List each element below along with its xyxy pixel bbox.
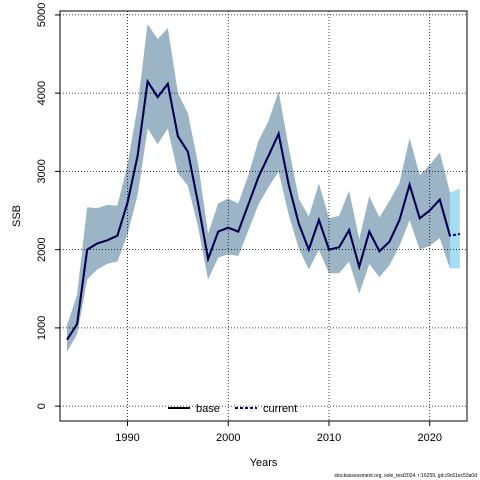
band-overlap: [67, 24, 450, 352]
series-line-current: [66, 78, 461, 341]
y-tick-label: 5000: [36, 3, 48, 27]
legend: base current: [168, 403, 297, 415]
plot-frame: [59, 10, 468, 422]
y-tick-label: 3000: [36, 159, 48, 183]
confidence-bands: [67, 24, 460, 352]
y-tick-label: 2000: [36, 237, 48, 261]
x-tick-label: 2000: [216, 432, 240, 444]
x-axis: 1990 2000 2010 2020: [115, 421, 442, 444]
grid-lines: [60, 11, 467, 421]
legend-base-label: base: [196, 403, 220, 415]
y-axis-title: SSB: [11, 205, 23, 227]
legend-current-label: current: [263, 403, 297, 415]
x-axis-title: Years: [250, 457, 278, 469]
y-tick-label: 4000: [36, 81, 48, 105]
y-tick-label: 0: [36, 403, 48, 409]
footnote: stockassessment.org, sole_test2024, r:16…: [334, 473, 477, 479]
y-axis: 0 1000 2000 3000 4000 5000: [36, 3, 60, 409]
x-tick-label: 1990: [115, 432, 139, 444]
y-tick-label: 1000: [36, 316, 48, 340]
series-lines: [66, 78, 461, 341]
x-tick-label: 2010: [317, 432, 341, 444]
x-tick-label: 2020: [417, 432, 441, 444]
